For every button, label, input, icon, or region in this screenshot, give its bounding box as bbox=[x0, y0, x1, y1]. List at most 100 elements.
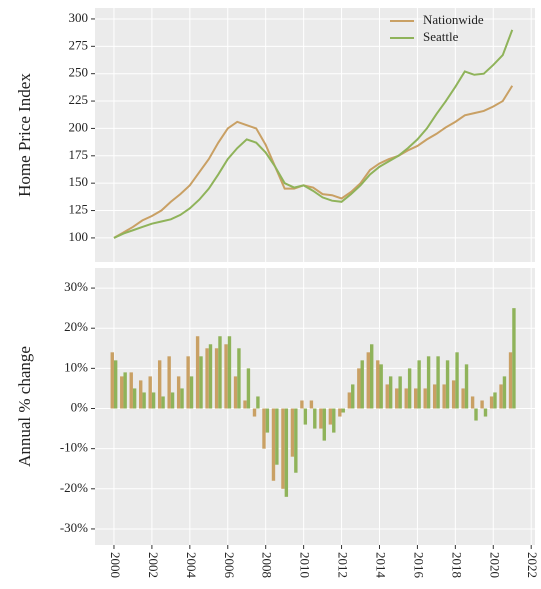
bar bbox=[357, 368, 361, 409]
bar bbox=[120, 376, 124, 409]
bar bbox=[461, 388, 465, 409]
bar bbox=[189, 376, 194, 409]
bar bbox=[113, 360, 118, 409]
bar bbox=[423, 388, 427, 409]
bar bbox=[294, 408, 298, 473]
legend-label: Seattle bbox=[423, 29, 459, 44]
bar bbox=[246, 368, 251, 409]
bar bbox=[167, 356, 171, 409]
bar bbox=[208, 344, 213, 409]
bar bbox=[493, 392, 497, 409]
x-tick-label: 2002 bbox=[146, 552, 161, 578]
y-axis-title: Annual % change bbox=[15, 346, 34, 467]
bar bbox=[256, 396, 260, 409]
bar bbox=[300, 400, 304, 409]
bar bbox=[328, 408, 333, 425]
x-tick-label: 2008 bbox=[260, 552, 275, 578]
y-tick-label: 20% bbox=[64, 319, 88, 334]
x-tick-label: 2004 bbox=[184, 552, 199, 579]
bar bbox=[284, 408, 289, 497]
bar bbox=[151, 392, 156, 409]
bar bbox=[499, 384, 503, 409]
bar bbox=[218, 336, 222, 409]
y-tick-label: 250 bbox=[69, 65, 89, 80]
y-tick-label: -20% bbox=[60, 480, 88, 495]
bar bbox=[451, 380, 456, 409]
bar bbox=[360, 360, 364, 409]
bar bbox=[281, 408, 285, 489]
bar bbox=[338, 408, 342, 417]
legend-label: Nationwide bbox=[423, 12, 484, 27]
bar bbox=[417, 360, 421, 409]
bar bbox=[426, 356, 431, 409]
series-line bbox=[113, 85, 514, 239]
bar bbox=[186, 356, 190, 409]
bar bbox=[309, 400, 314, 409]
bar bbox=[322, 408, 326, 441]
bar bbox=[395, 388, 399, 409]
y-tick-label: -10% bbox=[60, 440, 88, 455]
y-tick-label: 125 bbox=[69, 202, 89, 217]
bar bbox=[376, 360, 380, 409]
bar bbox=[303, 408, 308, 425]
bar bbox=[388, 376, 393, 409]
bar bbox=[214, 348, 219, 409]
bar bbox=[502, 376, 507, 409]
bar bbox=[224, 344, 228, 409]
x-tick-label: 2014 bbox=[373, 552, 388, 579]
x-tick-label: 2012 bbox=[336, 552, 351, 578]
bar bbox=[148, 376, 152, 409]
series-line bbox=[113, 29, 514, 239]
x-tick-label: 2016 bbox=[411, 552, 426, 579]
bar bbox=[445, 360, 450, 409]
bar bbox=[407, 368, 412, 409]
bar bbox=[370, 344, 374, 409]
bar bbox=[205, 348, 209, 409]
y-tick-label: -30% bbox=[60, 520, 88, 535]
bar bbox=[142, 392, 146, 409]
y-tick-label: 0% bbox=[71, 399, 89, 414]
bar bbox=[227, 336, 232, 409]
bar bbox=[290, 408, 295, 457]
bar bbox=[489, 396, 494, 409]
bar bbox=[347, 392, 352, 409]
bar bbox=[404, 388, 408, 409]
bar bbox=[271, 408, 276, 481]
bar bbox=[432, 384, 437, 409]
bar bbox=[233, 376, 238, 409]
bar bbox=[252, 408, 257, 417]
bar bbox=[195, 336, 200, 409]
bar bbox=[512, 308, 516, 409]
bar bbox=[265, 408, 270, 433]
bar bbox=[464, 364, 469, 409]
y-tick-label: 30% bbox=[64, 279, 88, 294]
bar bbox=[157, 360, 162, 409]
bar bbox=[275, 408, 279, 465]
bar bbox=[436, 356, 440, 409]
y-tick-label: 225 bbox=[69, 92, 89, 107]
bar bbox=[170, 392, 175, 409]
bar bbox=[262, 408, 266, 449]
bar bbox=[398, 376, 402, 409]
bar bbox=[366, 352, 370, 409]
y-axis-title: Home Price Index bbox=[15, 73, 34, 197]
y-tick-label: 275 bbox=[69, 37, 89, 52]
bar bbox=[243, 400, 247, 409]
bar bbox=[341, 408, 345, 413]
y-tick-label: 300 bbox=[69, 10, 89, 25]
bar bbox=[414, 388, 418, 409]
bar bbox=[508, 352, 513, 409]
bar bbox=[123, 372, 127, 409]
x-tick-label: 2010 bbox=[298, 552, 313, 578]
x-tick-label: 2022 bbox=[525, 552, 540, 578]
y-tick-label: 10% bbox=[64, 359, 88, 374]
bar bbox=[474, 408, 478, 421]
bar bbox=[132, 388, 137, 409]
x-tick-label: 2018 bbox=[449, 552, 464, 578]
x-tick-label: 2006 bbox=[222, 552, 237, 579]
bar bbox=[180, 388, 184, 409]
y-tick-label: 175 bbox=[69, 147, 89, 162]
x-tick-label: 2020 bbox=[487, 552, 502, 578]
bar bbox=[351, 384, 355, 409]
